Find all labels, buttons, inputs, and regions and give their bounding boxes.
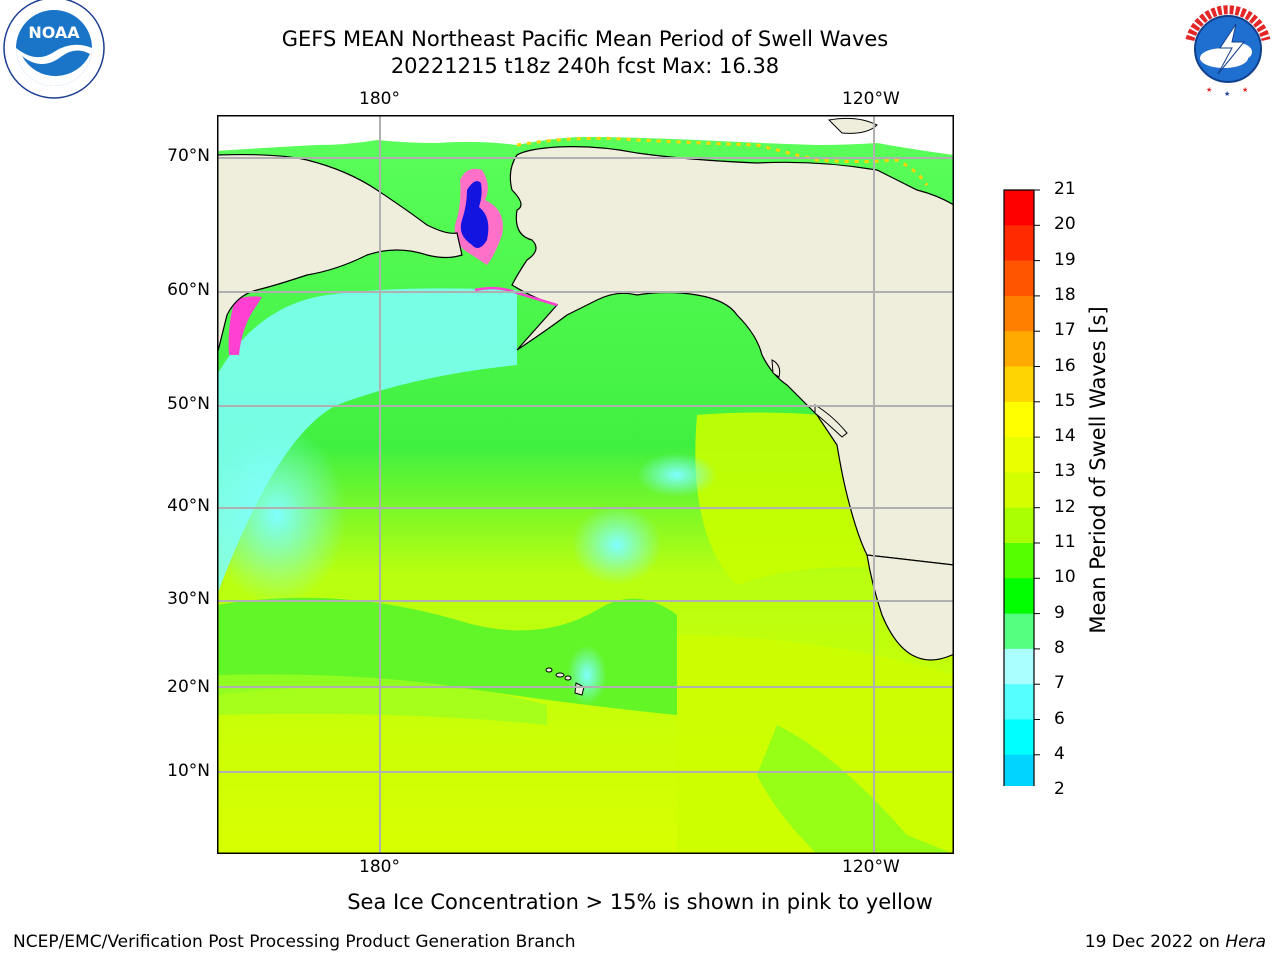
colorbar-tick-label: 11 (1054, 532, 1076, 552)
land-california (866, 554, 954, 661)
lat-label-20n: 20°N (167, 677, 210, 697)
lon-label-top-120w: 120°W (842, 89, 900, 109)
colorbar-tick-label: 19 (1054, 249, 1076, 270)
lat-label-30n: 30°N (167, 589, 210, 609)
colorbar-segment (1004, 190, 1034, 226)
footer-machine: Hera (1225, 932, 1266, 952)
colorbar-segment (1004, 472, 1034, 509)
colorbar-segment (1004, 260, 1034, 297)
sea-ice-note: Sea Ice Concentration > 15% is shown in … (347, 890, 933, 914)
title-line-2: 20221215 t18z 240h fcst Max: 16.38 (390, 54, 780, 78)
lat-label-50n: 50°N (167, 394, 210, 414)
footer-credit: NCEP/EMC/Verification Post Processing Pr… (13, 932, 576, 952)
lat-label-40n: 40°N (167, 496, 210, 516)
swell-cyan-patch-1 (217, 425, 347, 605)
colorbar-segment (1004, 507, 1034, 544)
sea-ice-kamchatka (228, 296, 262, 355)
lon-label-bottom-120w: 120°W (842, 857, 900, 877)
colorbar-tick-label: 7 (1054, 673, 1065, 694)
colorbar-segment (1004, 754, 1034, 786)
swell-southeast-green (757, 725, 954, 854)
colorbar-segment (1004, 437, 1034, 473)
colorbar-segment (1004, 401, 1034, 438)
title-line-1: GEFS MEAN Northeast Pacific Mean Period … (281, 27, 889, 51)
colorbar-tick-label: 16 (1054, 355, 1076, 376)
arctic-ocean-mid (377, 115, 517, 145)
lat-label-70n: 70°N (167, 146, 210, 166)
swell-cyan-patch-3 (567, 645, 607, 705)
svg-text:★: ★ (1206, 86, 1212, 94)
land-haida-gwaii (771, 359, 781, 378)
arctic-ocean-west (217, 115, 377, 151)
lat-label-10n: 10°N (167, 761, 210, 781)
noaa-logo-text: NOAA (28, 23, 80, 42)
footer-date: 19 Dec 2022 on Hera (1085, 932, 1266, 952)
colorbar-segment (1004, 225, 1034, 262)
land-banks-island (827, 117, 878, 134)
colorbar-tick-label: 15 (1054, 390, 1076, 411)
colorbar-segment (1004, 366, 1034, 403)
noaa-logo-icon: NOAA (3, 0, 105, 99)
land-alaska-canada (217, 115, 954, 566)
swell-cyan-west (217, 288, 517, 595)
lon-label-top-180: 180° (359, 89, 400, 109)
colorbar (1003, 189, 1040, 786)
lon-label-bottom-180: 180° (359, 857, 400, 877)
footer-date-text: 19 Dec 2022 on (1084, 932, 1220, 952)
colorbar-tick-label: 20 (1054, 214, 1076, 235)
svg-text:★: ★ (1242, 86, 1248, 94)
land-siberia (217, 153, 463, 356)
colorbar-tick-label: 17 (1054, 320, 1076, 341)
colorbar-tick-label: 8 (1054, 637, 1065, 658)
colorbar-tick-label: 2 (1054, 779, 1065, 800)
colorbar-segment (1004, 578, 1034, 615)
nws-logo-icon: ★ ★ ★ (1181, 2, 1275, 98)
map-frame (217, 115, 954, 854)
colorbar-segment (1004, 331, 1034, 367)
colorbar-tick-label: 14 (1054, 426, 1076, 447)
colorbar-label: Mean Period of Swell Waves [s] (1086, 306, 1110, 634)
colorbar-segment (1004, 648, 1034, 685)
colorbar-tick-label: 13 (1054, 461, 1076, 482)
colorbar-segment (1004, 613, 1034, 650)
swell-cyan-patch-2 (572, 505, 662, 585)
swell-min-bering (460, 181, 489, 249)
arctic-ocean-beaufort (517, 115, 817, 145)
land-vancouver-island (814, 404, 848, 438)
svg-text:★: ★ (1224, 90, 1230, 98)
swell-cyan-patch-4 (637, 453, 717, 497)
colorbar-tick-label: 6 (1054, 708, 1065, 729)
lat-label-60n: 60°N (167, 280, 210, 300)
map-panel (217, 115, 954, 854)
colorbar-tick-label: 9 (1054, 602, 1065, 623)
colorbar-tick-label: 21 (1054, 179, 1076, 199)
colorbar-segment (1004, 543, 1034, 579)
colorbar-tick-label: 12 (1054, 496, 1076, 517)
colorbar-segment (1004, 684, 1034, 720)
colorbar-tick-label: 10 (1054, 567, 1076, 588)
colorbar-tick-label: 4 (1054, 743, 1065, 764)
sea-ice-arctic-fringe (516, 136, 929, 186)
colorbar-tick-label: 18 (1054, 284, 1076, 305)
colorbar-segment (1004, 295, 1034, 332)
colorbar-segment (1004, 719, 1034, 756)
swell-southeast-yellow (677, 635, 954, 854)
map-gridlines (217, 115, 954, 854)
